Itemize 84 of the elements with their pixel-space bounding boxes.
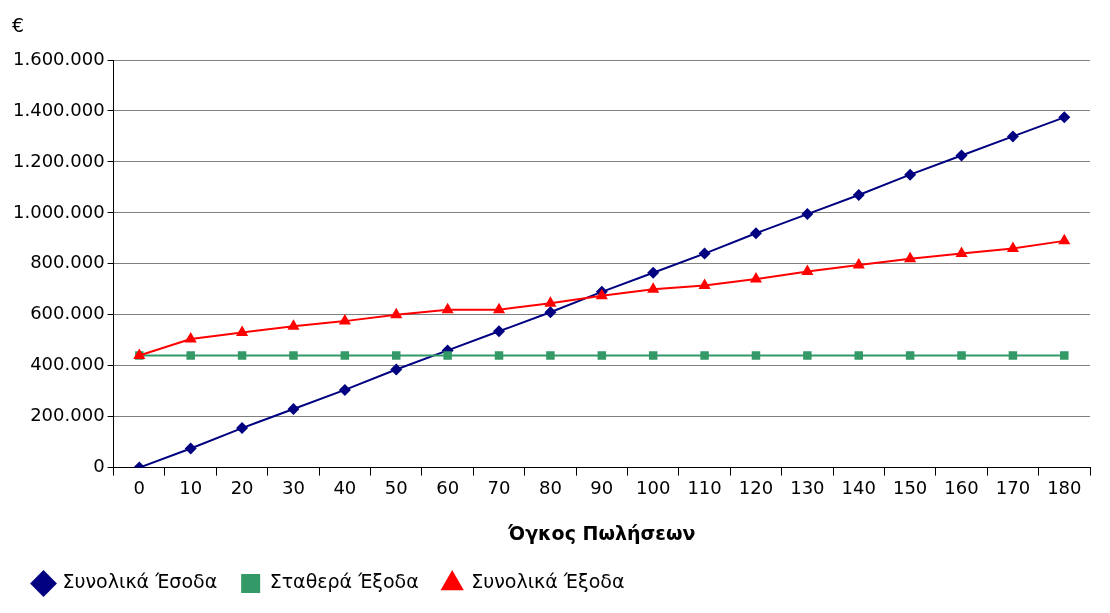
point: [698, 247, 711, 260]
y-tick-label: 600.000: [30, 302, 105, 324]
y-tick-label: 1.200.000: [13, 149, 105, 171]
point: [390, 307, 403, 319]
x-tick-label: 170: [995, 477, 1031, 499]
y-tick-label: 200.000: [30, 404, 105, 426]
y-tick-label: 400.000: [30, 353, 105, 375]
point: [338, 314, 351, 325]
point: [287, 319, 300, 330]
x-tick-label: 90: [590, 477, 614, 499]
point: [854, 351, 863, 360]
y-tick-label: 1.600.000: [13, 47, 105, 69]
point: [955, 149, 968, 162]
point: [803, 351, 812, 360]
x-tick-label: 180: [1047, 477, 1082, 499]
point: [1058, 111, 1071, 124]
x-tick-label: 160: [944, 477, 979, 499]
point: [597, 351, 607, 360]
point: [1058, 233, 1071, 245]
point: [648, 351, 658, 360]
point: [1006, 130, 1019, 143]
point: [955, 246, 968, 258]
point: [287, 403, 300, 416]
point: [698, 278, 711, 289]
x-tick-label: 50: [384, 477, 408, 499]
point: [647, 266, 660, 279]
x-tick-label: 150: [892, 477, 928, 499]
point: [289, 351, 298, 360]
point: [340, 351, 350, 360]
legend-label: Σταθερά Έξοδα: [269, 570, 419, 593]
point: [852, 189, 865, 202]
x-tick-label: 110: [687, 477, 722, 499]
x-tick-label: 100: [636, 477, 671, 499]
point: [443, 351, 452, 360]
x-tick-label: 80: [538, 477, 562, 499]
point: [852, 258, 865, 269]
legend-label: Συνολικά Έξοδα: [471, 570, 625, 593]
x-tick-label: 20: [230, 477, 254, 499]
point: [237, 351, 247, 360]
y-tick-label: 1.000.000: [13, 200, 105, 222]
x-tick-label: 130: [790, 477, 825, 499]
x-tick-label: 40: [333, 477, 357, 499]
point: [1008, 351, 1018, 360]
point: [184, 442, 197, 455]
x-tick-label: 140: [841, 477, 876, 499]
point: [390, 363, 403, 376]
point: [904, 251, 917, 263]
y-axis-title: €: [12, 14, 25, 36]
legend-label: Συνολικά Έσοδα: [62, 570, 218, 593]
x-tick-label: 10: [179, 477, 203, 499]
point: [957, 351, 966, 360]
x-tick-label: 30: [282, 477, 305, 499]
point: [749, 227, 762, 240]
y-tick-label: 1.400.000: [13, 98, 105, 120]
x-tick-label: 120: [738, 477, 774, 499]
y-tick-label: 0: [93, 455, 105, 477]
point: [700, 351, 709, 360]
point: [801, 264, 814, 275]
point: [904, 168, 917, 181]
point: [544, 306, 557, 319]
y-tick-label: 800.000: [30, 251, 105, 273]
point: [544, 296, 557, 307]
x-tick-label: 60: [436, 477, 460, 499]
point: [236, 422, 249, 435]
point: [905, 351, 915, 360]
point: [493, 325, 506, 338]
point: [236, 325, 249, 337]
point: [546, 351, 555, 360]
point: [392, 351, 401, 360]
x-tick-label: 0: [133, 477, 146, 499]
point: [441, 302, 454, 314]
point: [494, 351, 504, 360]
point: [751, 351, 761, 360]
point: [338, 383, 351, 396]
point: [647, 282, 660, 293]
point: [492, 302, 506, 314]
x-tick-label: 70: [487, 477, 511, 499]
point: [184, 331, 197, 343]
point: [749, 272, 763, 283]
point: [1060, 351, 1069, 360]
point: [186, 351, 195, 360]
point: [801, 208, 814, 221]
x-axis-title: Όγκος Πωλήσεων: [507, 521, 696, 544]
point: [1006, 241, 1019, 253]
